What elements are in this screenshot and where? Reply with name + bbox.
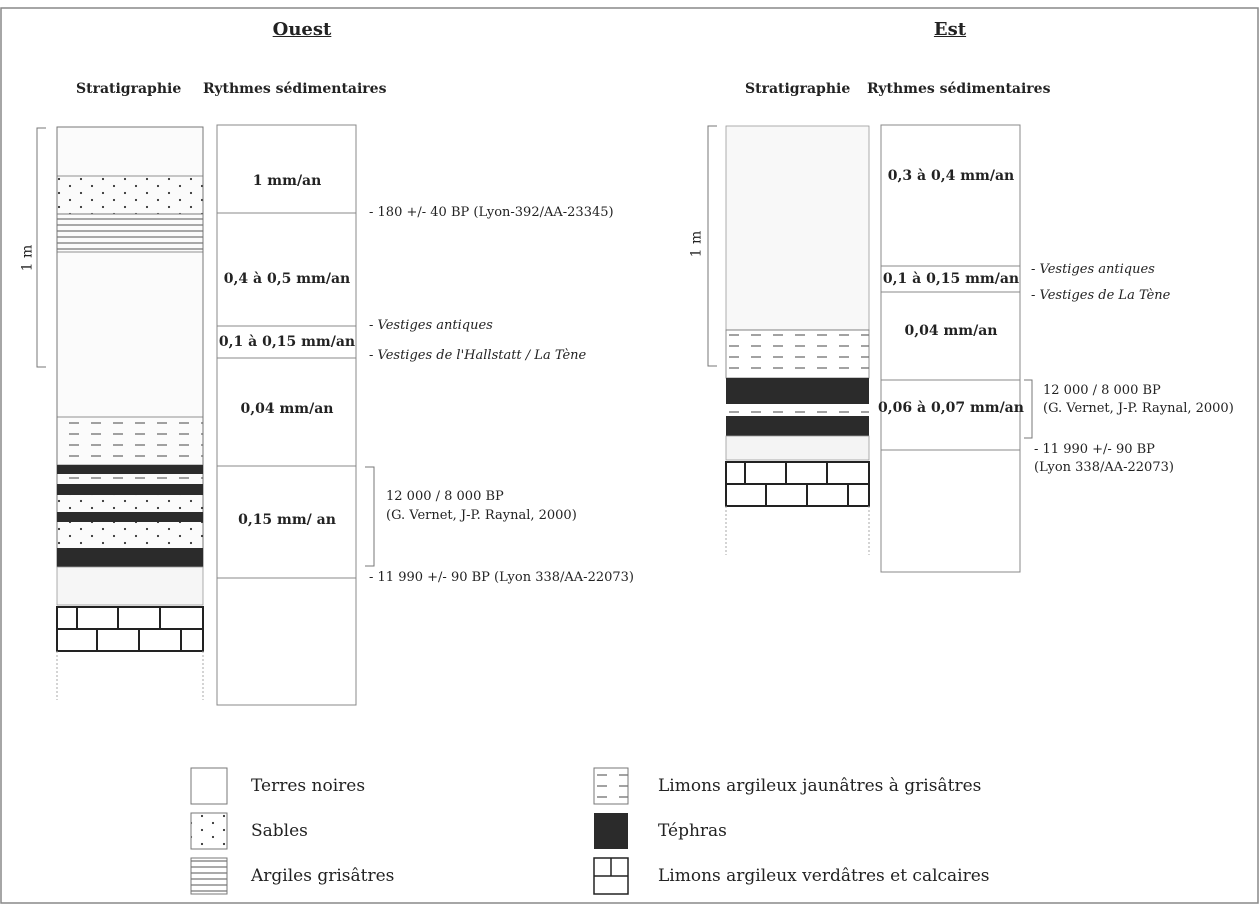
west-layer-limons-verdatres xyxy=(56,606,204,652)
west-layer-sables xyxy=(57,495,203,512)
east-col-stratigraphie: Stratigraphie xyxy=(745,81,851,97)
legend-swatch-tephras xyxy=(594,813,628,849)
west-vestiges-hallstatt: - Vestiges de l'Hallstatt / La Tène xyxy=(369,348,587,363)
east-date-old: - 11 990 +/- 90 BP xyxy=(1034,442,1155,457)
west-scale-bar xyxy=(36,127,46,368)
legend-label-tephras: Téphras xyxy=(658,821,727,841)
west-col-stratigraphie: Stratigraphie xyxy=(76,81,182,97)
west-bracket xyxy=(365,466,375,567)
west-layer-tephra xyxy=(57,484,203,495)
east-date-ref: (Lyon 338/AA-22073) xyxy=(1034,460,1174,475)
east-bracket xyxy=(1024,379,1033,439)
east-rate: 0,3 à 0,4 mm/an xyxy=(887,168,1015,184)
east-vestiges-la-tene: - Vestiges de La Tène xyxy=(1031,288,1171,303)
west-layer-argiles xyxy=(56,213,204,253)
east-rate-column xyxy=(880,124,1021,573)
legend-label-limons-jaunatres: Limons argileux jaunâtres à grisâtres xyxy=(658,776,982,796)
east-layer-tephra xyxy=(726,378,869,404)
east-scale-label: 1 m xyxy=(688,230,705,258)
west-layer-tephra xyxy=(57,548,203,567)
east-layer-limons-verdatres xyxy=(725,461,870,507)
west-title: Ouest xyxy=(272,19,332,40)
figure-frame xyxy=(0,7,1259,904)
east-title: Est xyxy=(933,19,967,40)
east-col-rythmes: Rythmes sédimentaires xyxy=(867,81,1051,97)
west-layer-terres-noires xyxy=(56,566,204,606)
legend-swatch-terres-noires xyxy=(190,767,228,805)
west-rate: 1 mm/an xyxy=(252,173,322,189)
west-layer-sables xyxy=(57,522,203,548)
west-range-label: 12 000 / 8 000 BP xyxy=(386,489,504,504)
east-strat-column xyxy=(725,125,870,555)
legend-swatch-limons-jaunatres xyxy=(593,767,629,805)
west-strat-column xyxy=(56,126,204,700)
west-scale-label: 1 m xyxy=(19,244,36,272)
legend-label-limons-verdatres: Limons argileux verdâtres et calcaires xyxy=(658,866,990,886)
east-layer-limons-jaunatres xyxy=(725,329,870,379)
east-range-label: 12 000 / 8 000 BP xyxy=(1043,383,1161,398)
east-rate: 0,06 à 0,07 mm/an xyxy=(878,400,1024,416)
west-date-old: - 11 990 +/- 90 BP (Lyon 338/AA-22073) xyxy=(369,570,634,585)
legend-label-sables: Sables xyxy=(251,821,308,841)
legend-label-argiles: Argiles grisâtres xyxy=(251,866,395,886)
west-vestiges-antiques: - Vestiges antiques xyxy=(369,318,493,333)
legend-swatch-argiles xyxy=(190,857,228,895)
east-rate: 0,04 mm/an xyxy=(904,323,998,339)
legend-swatches xyxy=(190,767,629,895)
east-layer-limons-jaunatres xyxy=(726,404,869,416)
east-rate: 0,1 à 0,15 mm/an xyxy=(882,271,1020,287)
legend-label-terres-noires: Terres noires xyxy=(251,776,366,796)
east-range-ref: (G. Vernet, J-P. Raynal, 2000) xyxy=(1043,401,1234,416)
west-date-recent: - 180 +/- 40 BP (Lyon-392/AA-23345) xyxy=(369,205,614,220)
west-rate: 0,1 à 0,15 mm/an xyxy=(218,334,356,350)
west-range-ref: (G. Vernet, J-P. Raynal, 2000) xyxy=(386,508,577,523)
east-layer-terres-noires xyxy=(725,435,870,461)
west-layer-limons-jaunatres xyxy=(56,416,204,466)
west-rate: 0,4 à 0,5 mm/an xyxy=(223,271,351,287)
west-rate: 0,04 mm/an xyxy=(240,401,334,417)
west-layer-limons-jaunatres xyxy=(57,474,203,484)
west-layer-tephra xyxy=(57,465,203,474)
west-rate-column xyxy=(216,124,357,706)
west-col-rythmes: Rythmes sédimentaires xyxy=(203,81,387,97)
east-scale-bar xyxy=(707,125,717,367)
west-layer-sables xyxy=(56,175,204,215)
east-layer-tephra xyxy=(726,416,869,436)
legend-swatch-sables xyxy=(190,812,228,850)
east-vestiges-antiques: - Vestiges antiques xyxy=(1031,262,1155,277)
west-rate: 0,15 mm/ an xyxy=(238,512,336,528)
legend-swatch-limons-verdatres xyxy=(593,857,629,895)
west-layer-tephra xyxy=(57,512,203,522)
